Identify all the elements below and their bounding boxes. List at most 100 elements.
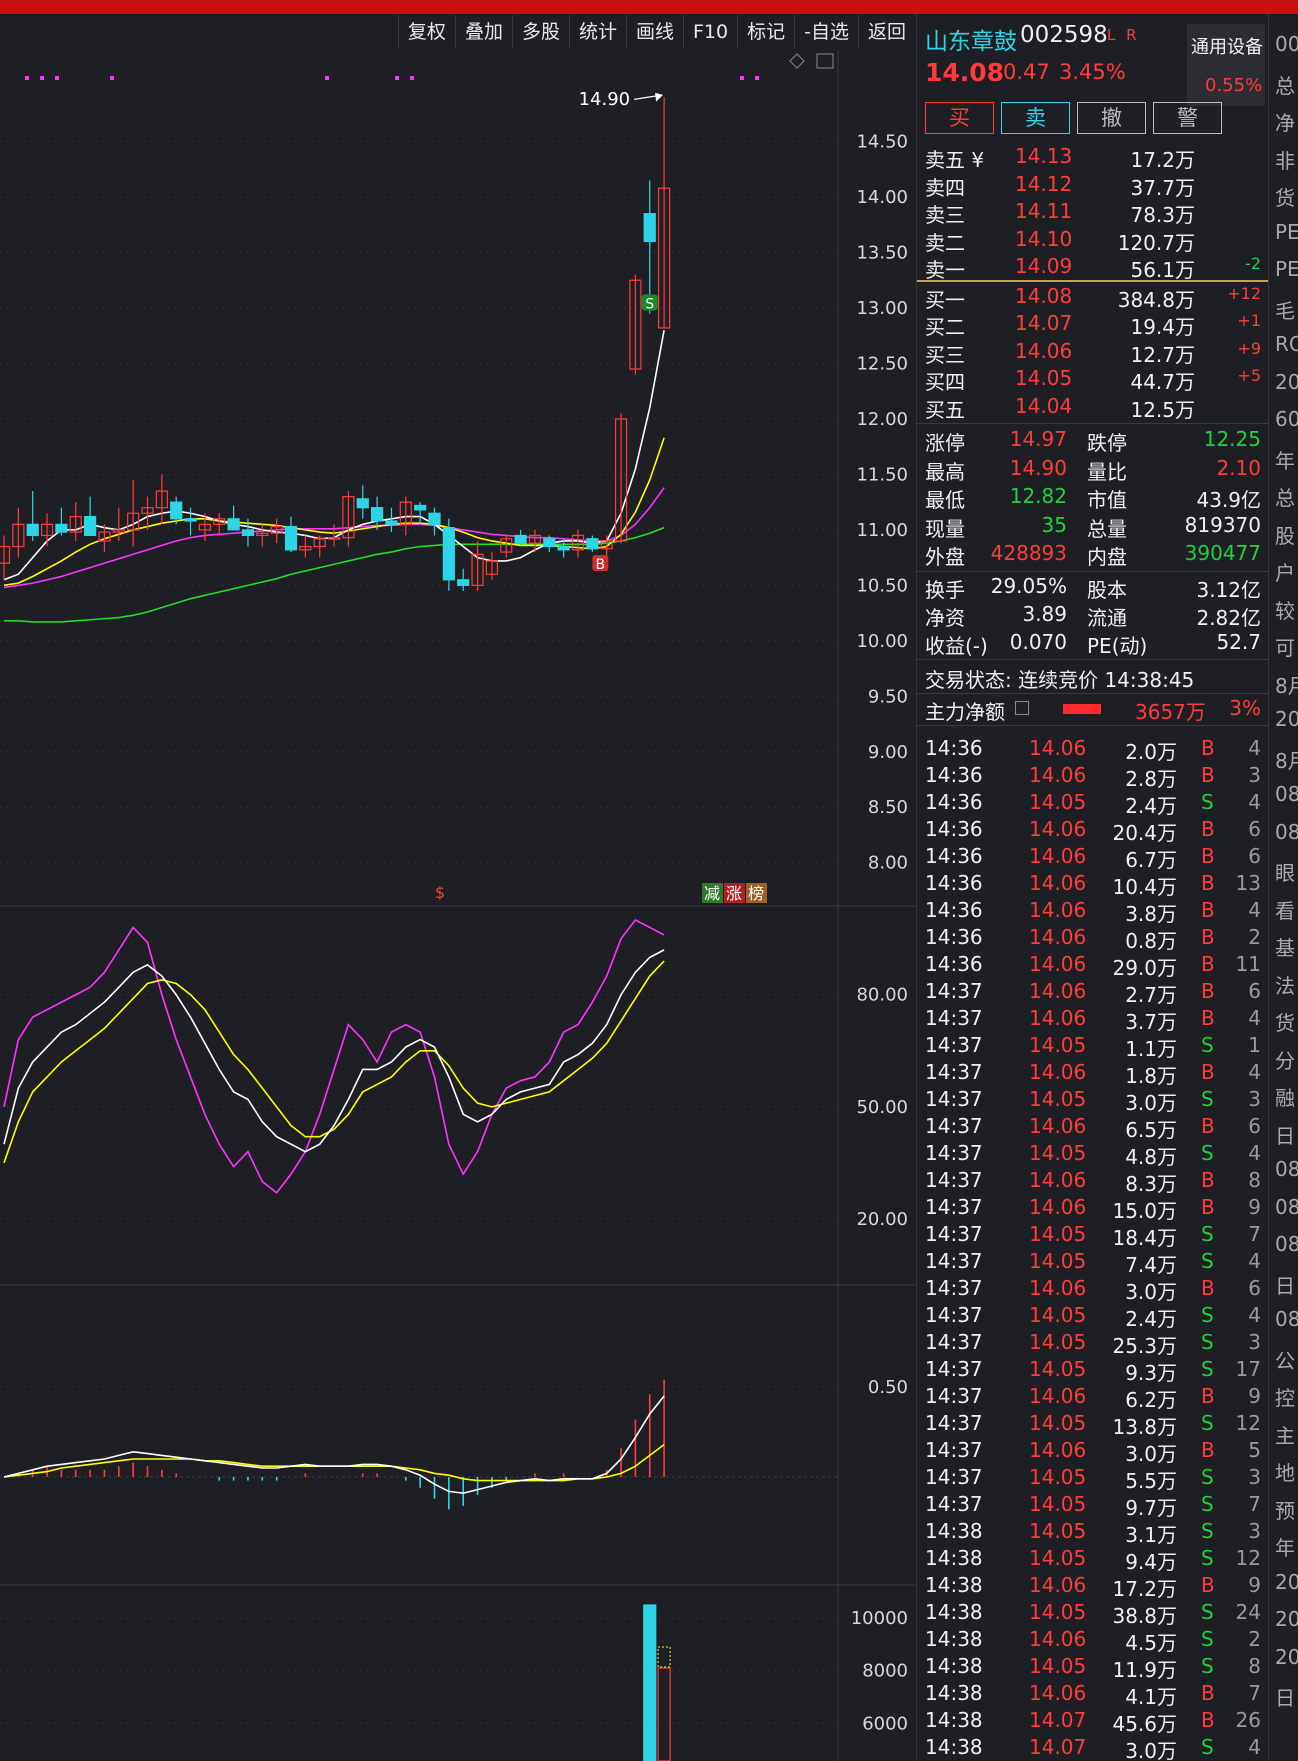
kdj-axis-label: 80.00	[856, 985, 908, 1006]
candle-body	[55, 523, 68, 533]
tick-time: 14:37	[925, 1168, 983, 1192]
fin-value: 0.070	[1009, 629, 1067, 654]
side-info-text: 可	[1275, 636, 1295, 660]
toolbar-button[interactable]: 标记	[737, 15, 794, 49]
tick-row: 14:37 14.05 2.4万 S 4	[925, 1303, 1265, 1331]
panel-toggle-icon	[816, 53, 834, 69]
stat-label: 总量	[1087, 516, 1127, 541]
price-axis-label: 8.00	[868, 853, 908, 874]
candle-body	[12, 523, 25, 548]
level-label: 买三	[925, 342, 965, 367]
candle-body	[528, 534, 542, 544]
stat-row: 最低 12.82 市值 43.9亿	[925, 484, 1265, 512]
main-flow-row[interactable]: 主力净额 3657万 3%	[925, 696, 1265, 724]
cancel-button[interactable]: 撤	[1077, 102, 1146, 134]
toolbar-button[interactable]: 叠加	[454, 15, 512, 49]
candle-body	[98, 531, 111, 542]
toolbar-button[interactable]: 复权	[397, 15, 455, 49]
toolbar-button[interactable]: 多股	[511, 15, 569, 49]
tick-volume: 2.4万	[1125, 1307, 1177, 1331]
toolbar-button[interactable]: 统计	[568, 15, 626, 49]
price-axis-label: 11.00	[856, 520, 908, 541]
stock-price: 14.08	[925, 58, 1005, 87]
tick-count: 7	[1248, 1222, 1261, 1246]
tick-volume: 4.8万	[1125, 1145, 1177, 1169]
side-info-text: 日	[1275, 1686, 1295, 1710]
tick-side: B	[1201, 1276, 1215, 1300]
alert-button[interactable]: 警	[1153, 102, 1222, 134]
toolbar-button[interactable]: 画线	[625, 15, 683, 49]
kdj-axis-label: 20.00	[856, 1209, 908, 1230]
sector-box[interactable]: 通用设备 0.55%	[1187, 24, 1265, 106]
tick-price: 14.06	[1029, 1114, 1087, 1138]
tick-volume: 1.1万	[1125, 1037, 1177, 1061]
level-label: 买一	[925, 287, 965, 312]
tick-volume: 2.7万	[1125, 983, 1177, 1007]
chart-toolbar: 复权 叠加 多股 统计 画线 F10 标记 -自选 返回	[0, 14, 915, 50]
tick-count: 6	[1248, 817, 1261, 841]
sell-button[interactable]: 卖	[1001, 102, 1070, 134]
tick-count: 13	[1235, 871, 1261, 895]
stat-label: 涨停	[925, 431, 965, 455]
tick-price: 14.05	[1029, 1411, 1087, 1435]
kline-chart[interactable]: 14.50 14.00 13.50 13.00 12.50 12.00 11.50 11.00…	[0, 50, 915, 1761]
candle-body	[155, 490, 168, 509]
tick-volume: 29.0万	[1112, 956, 1177, 980]
tick-side: S	[1201, 1033, 1214, 1057]
ask-row: 卖五 ¥ 14.13 17.2万	[925, 144, 1265, 172]
tick-side: B	[1201, 1168, 1215, 1192]
level-label: 卖一	[925, 258, 965, 282]
stock-name[interactable]: 山东章鼓	[925, 29, 1017, 55]
signal-dot	[325, 76, 329, 80]
toolbar-button[interactable]: 返回	[857, 15, 915, 49]
toolbar-button[interactable]: -自选	[794, 15, 858, 49]
tick-side: B	[1201, 1060, 1215, 1084]
tick-price: 14.06	[1029, 898, 1087, 922]
tick-row: 14:37 14.05 1.1万 S 1	[925, 1033, 1265, 1061]
tick-count: 4	[1248, 1141, 1261, 1165]
tick-time: 14:36	[925, 952, 983, 976]
tick-row: 14:38 14.05 3.1万 S 3	[925, 1519, 1265, 1547]
tick-price: 14.06	[1029, 925, 1087, 949]
tick-price: 14.05	[1029, 1654, 1087, 1678]
fin-value: 2.82亿	[1196, 605, 1261, 630]
candle-body	[327, 537, 341, 540]
signal-dot	[25, 76, 29, 80]
tick-side: B	[1201, 736, 1215, 760]
tick-time: 14:36	[925, 790, 983, 814]
tick-volume: 13.8万	[1112, 1415, 1177, 1439]
tick-side: B	[1201, 1006, 1215, 1030]
candle-body	[40, 523, 54, 537]
stat-label: 现量	[925, 516, 965, 541]
chart-area[interactable]: 14.50 14.00 13.50 13.00 12.50 12.00 11.50 11.00…	[0, 50, 915, 1761]
stat-label: 跌停	[1087, 431, 1127, 455]
tick-time: 14:37	[925, 1465, 983, 1489]
tick-count: 4	[1248, 1303, 1261, 1327]
title-bar	[0, 0, 1298, 14]
tick-price: 14.06	[1029, 871, 1087, 895]
tick-volume: 6.5万	[1125, 1118, 1177, 1142]
tick-time: 14:37	[925, 1330, 983, 1354]
tick-volume: 3.7万	[1125, 1010, 1177, 1034]
tick-side: S	[1201, 1330, 1214, 1354]
tick-row: 14:37 14.05 3.0万 S 3	[925, 1087, 1265, 1115]
side-info-text: 20	[1275, 1607, 1298, 1631]
tick-side: B	[1201, 817, 1215, 841]
kdj-d-line	[3, 960, 665, 1164]
level-label: 卖二	[925, 230, 965, 255]
high-price-label: 14.90	[579, 89, 631, 110]
tick-time: 14:37	[925, 979, 983, 1003]
price-axis-label: 13.50	[856, 243, 908, 264]
signal-dot	[740, 76, 744, 80]
side-info-text: 法	[1275, 973, 1295, 998]
bid-row: 买一 14.08 384.8万 +12	[925, 284, 1265, 312]
tick-row: 14:38 14.06 4.5万 S 2	[925, 1627, 1265, 1655]
tick-side: B	[1201, 1573, 1215, 1597]
side-info-text: 控	[1275, 1386, 1295, 1410]
stat-label: 内盘	[1087, 545, 1127, 569]
buy-button[interactable]: 买	[925, 102, 994, 134]
fin-label: 收益(-)	[925, 633, 988, 658]
tick-row: 14:36 14.06 2.8万 B 3	[925, 763, 1265, 791]
toolbar-button[interactable]: F10	[683, 15, 737, 49]
finance-row: 净资 3.89 流通 2.82亿	[925, 602, 1265, 630]
